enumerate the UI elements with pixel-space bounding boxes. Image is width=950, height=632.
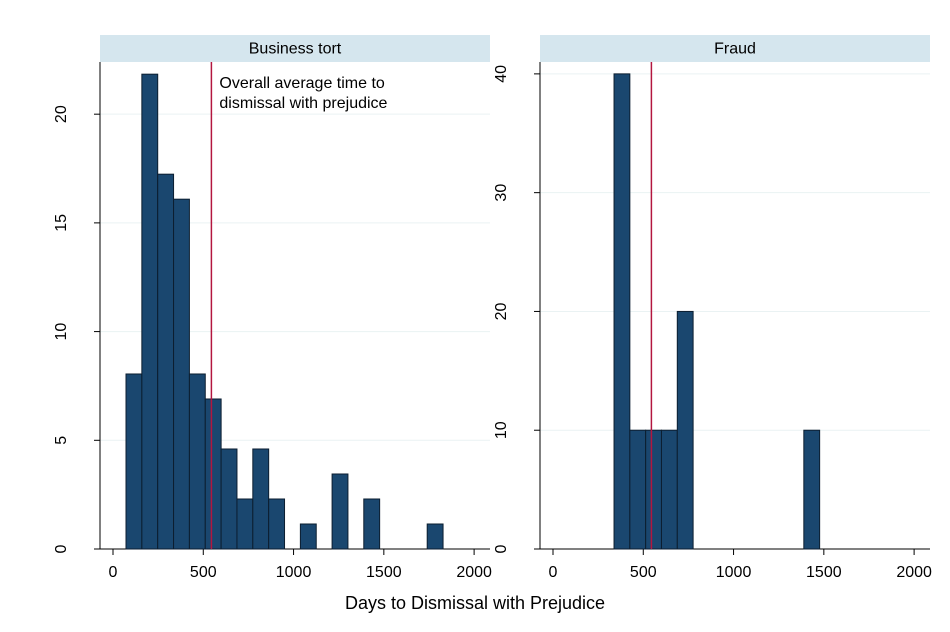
y-tick-label: 15 [53, 214, 70, 232]
bar [268, 498, 286, 550]
y-tick-label: 10 [53, 323, 70, 341]
y-tick-label: 0 [53, 544, 70, 553]
bar [363, 498, 381, 550]
panel-header [540, 35, 930, 62]
bar [252, 448, 270, 550]
bar [299, 523, 317, 550]
bar [173, 198, 190, 550]
bar [141, 73, 159, 550]
x-tick-label: 1000 [276, 564, 312, 581]
bar [220, 448, 238, 550]
x-tick-label: 500 [190, 564, 217, 581]
y-tick-label: 5 [53, 436, 70, 445]
bar [803, 429, 821, 550]
annotation: Overall average time to [219, 75, 385, 92]
x-tick-label: 1500 [366, 564, 402, 581]
x-tick-label: 0 [109, 564, 118, 581]
bar [188, 373, 206, 550]
x-axis-label: Days to Dismissal with Prejudice [345, 593, 605, 613]
y-tick-label: 20 [53, 105, 70, 123]
x-tick-label: 0 [549, 564, 558, 581]
x-tick-label: 2000 [896, 564, 932, 581]
annotation: dismissal with prejudice [219, 95, 387, 112]
y-tick-label: 0 [493, 544, 510, 553]
bar [629, 429, 647, 550]
x-tick-label: 2000 [456, 564, 492, 581]
y-tick-label: 40 [493, 65, 510, 83]
bar [676, 310, 694, 550]
y-tick-label: 10 [493, 421, 510, 439]
panel-title: Fraud [714, 41, 756, 58]
bar [426, 523, 444, 550]
bar [236, 498, 254, 550]
x-tick-label: 500 [630, 564, 657, 581]
y-tick-label: 30 [493, 184, 510, 202]
panel-title: Business tort [249, 41, 342, 58]
bar [157, 173, 175, 550]
x-tick-label: 1500 [806, 564, 842, 581]
bar [125, 373, 143, 550]
x-tick-label: 1000 [716, 564, 752, 581]
bar [645, 429, 662, 550]
bar [660, 429, 678, 550]
bar [204, 398, 222, 550]
panel-header [100, 35, 490, 62]
y-tick-label: 20 [493, 302, 510, 320]
bar [613, 73, 631, 550]
bar [331, 473, 349, 550]
